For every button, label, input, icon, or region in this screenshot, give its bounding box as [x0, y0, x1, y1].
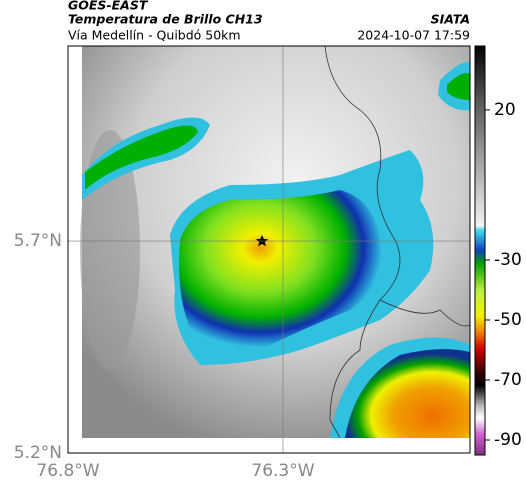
lon-label: 76.3°W: [251, 461, 314, 481]
source: SIATA: [431, 12, 470, 27]
lat-label: 5.7°N: [14, 231, 62, 251]
colorbar-tick-label: -50: [494, 310, 522, 330]
product: Temperatura de Brillo CH13: [68, 12, 263, 27]
colorbar-tick-label: -70: [494, 370, 522, 390]
satellite: GOES-EAST: [68, 0, 149, 13]
lat-label: 5.2°N: [14, 443, 62, 463]
colorbar-tick-label: -90: [494, 430, 522, 450]
map-image: [80, 45, 471, 439]
colorbar-tick-label: 20: [494, 100, 516, 120]
colorbar: [474, 45, 486, 456]
datetime: 2024-10-07 17:59: [357, 28, 470, 43]
colorbar-tick-label: -30: [494, 250, 522, 270]
region: Vía Medellín - Quibdó 50km: [68, 28, 241, 43]
lon-label: 76.8°W: [36, 461, 99, 481]
map-frame: [67, 45, 471, 454]
